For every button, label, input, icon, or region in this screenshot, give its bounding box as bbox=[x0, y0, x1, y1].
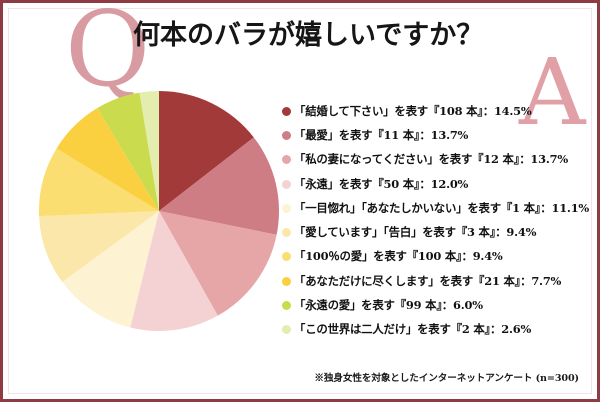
legend-item: 「この世界は二人だけ」を表す『2 本』：2.6% bbox=[282, 318, 597, 342]
legend-label: 「結婚して下さい」を表す『108 本』：14.5% bbox=[294, 103, 532, 118]
legend-color-swatch bbox=[282, 252, 291, 262]
legend-color-swatch bbox=[282, 203, 291, 213]
pie-slice bbox=[130, 211, 218, 331]
pie-slice bbox=[62, 211, 159, 328]
legend-label: 「永遠」を表す『50 本』：12.0% bbox=[294, 176, 469, 191]
legend-item: 「私の妻になってください」を表す『12 本』：13.7% bbox=[282, 148, 597, 172]
legend-color-swatch bbox=[282, 228, 291, 238]
pie-slice bbox=[97, 92, 159, 211]
legend: 「結婚して下さい」を表す『108 本』：14.5% 「最愛」を表す『11 本』：1… bbox=[282, 99, 597, 342]
legend-label: 「愛しています」「告白」を表す『3 本』：9.4% bbox=[294, 225, 537, 240]
pie-slice bbox=[159, 91, 254, 211]
legend-color-swatch bbox=[282, 301, 291, 311]
legend-color-swatch bbox=[282, 325, 291, 335]
legend-item: 「一目惚れ」「あなたしかいない」を表す『1 本』：11.1% bbox=[282, 196, 597, 220]
legend-color-swatch bbox=[282, 106, 291, 116]
legend-color-swatch bbox=[282, 179, 291, 189]
answer-mark-letter: A bbox=[519, 39, 586, 146]
pie-slice bbox=[159, 211, 277, 316]
legend-label: 「永遠の愛」を表す『99 本』：6.0% bbox=[294, 298, 483, 313]
legend-color-swatch bbox=[282, 130, 291, 140]
legend-item: 「100％の愛」を表す『100 本』：9.4% bbox=[282, 245, 597, 269]
legend-item: 「永遠の愛」を表す『99 本』：6.0% bbox=[282, 293, 597, 317]
page-title: 何本のバラが嬉しいですか？ bbox=[133, 20, 484, 51]
legend-label: 「あなただけに尽くします」を表す『21 本』：7.7% bbox=[294, 273, 562, 288]
header: Q 何本のバラが嬉しいですか？ bbox=[3, 3, 597, 101]
legend-item: 「結婚して下さい」を表す『108 本』：14.5% bbox=[282, 99, 597, 123]
footnote: ※独身女性を対象としたインターネットアンケート (n=300) bbox=[314, 373, 579, 384]
pie-slice-group bbox=[39, 91, 279, 331]
legend-label: 「一目惚れ」「あなたしかいない」を表す『1 本』：11.1% bbox=[294, 200, 590, 215]
pie-slice bbox=[56, 108, 159, 211]
legend-label: 「最愛」を表す『11 本』：13.7% bbox=[294, 127, 469, 142]
question-mark-letter: Q bbox=[65, 0, 151, 110]
legend-label: 「100％の愛」を表す『100 本』：9.4% bbox=[294, 249, 503, 264]
pie-chart bbox=[39, 91, 279, 331]
legend-item: 「最愛」を表す『11 本』：13.7% bbox=[282, 123, 597, 147]
pie-slice bbox=[39, 148, 159, 217]
pie-chart-svg bbox=[39, 91, 279, 331]
pie-slice bbox=[39, 211, 159, 282]
pie-slice bbox=[159, 137, 279, 235]
legend-item: 「永遠」を表す『50 本』：12.0% bbox=[282, 172, 597, 196]
legend-color-swatch bbox=[282, 155, 291, 165]
legend-color-swatch bbox=[282, 276, 291, 286]
legend-label: 「この世界は二人だけ」を表す『2 本』：2.6% bbox=[294, 322, 532, 337]
pie-slice bbox=[139, 91, 159, 211]
legend-item: 「愛しています」「告白」を表す『3 本』：9.4% bbox=[282, 220, 597, 244]
legend-item: 「あなただけに尽くします」を表す『21 本』：7.7% bbox=[282, 269, 597, 293]
legend-label: 「私の妻になってください」を表す『12 本』：13.7% bbox=[294, 152, 568, 167]
